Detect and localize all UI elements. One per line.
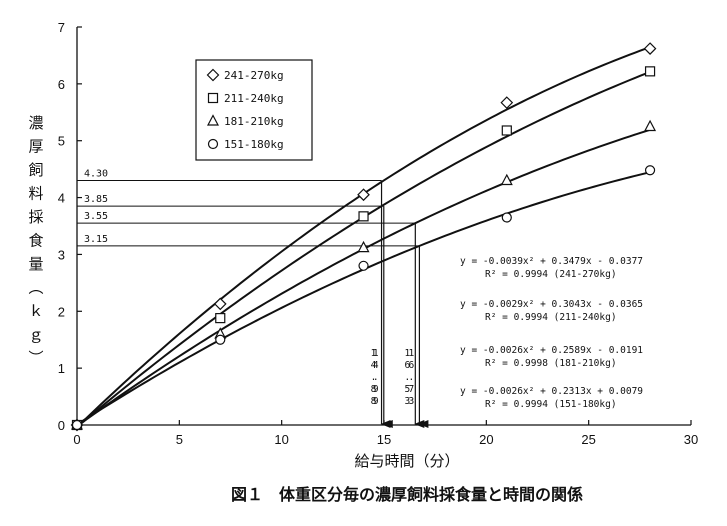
y-tick-label: 5 (58, 134, 65, 149)
fit-r2: R² = 0.9994 (151-180kg) (485, 399, 617, 410)
legend-entry: 181-210kg (224, 115, 284, 128)
fit-equation: y = -0.0026x² + 0.2313x + 0.0079 (460, 386, 643, 397)
data-point (644, 165, 656, 176)
y-tick-label: 2 (58, 304, 65, 319)
data-point (207, 138, 219, 150)
legend-entry: 151-180kg (224, 138, 284, 151)
legend-entry: 241-270kg (224, 69, 284, 82)
data-point (500, 96, 514, 109)
data-point (71, 419, 83, 431)
fit-r2: R² = 0.9994 (241-270kg) (485, 269, 617, 280)
x-tick-label: 5 (176, 432, 183, 447)
x-tick-label: 10 (274, 432, 288, 447)
guide-hline-label: 3.85 (84, 194, 108, 205)
fit-equation: y = -0.0039x² + 0.3479x - 0.0377 (460, 256, 643, 267)
guide-hline-label: 4.30 (84, 169, 108, 180)
data-point (644, 119, 657, 132)
equations: y = -0.0039x² + 0.3479x - 0.0377 R² = 0.9… (460, 256, 643, 410)
fit-equation: y = -0.0029x² + 0.3043x - 0.0365 (460, 299, 643, 310)
data-point (207, 92, 219, 104)
x-tick-label: 25 (581, 432, 595, 447)
data-point (207, 114, 219, 126)
y-axis-label: 濃厚飼料採食量︵ｋｇ︶ (28, 114, 43, 367)
y-tick-label: 3 (58, 247, 65, 262)
data-point (213, 297, 227, 311)
data-point (215, 334, 226, 345)
fit-r2: R² = 0.9998 (181-210kg) (485, 358, 617, 369)
y-tick-label: 0 (58, 418, 65, 433)
data-point (358, 211, 369, 222)
data-point (643, 42, 657, 55)
y-tick-label: 4 (58, 191, 65, 206)
figure-caption: 図１ 体重区分毎の濃厚飼料採食量と時間の関係 (231, 485, 583, 504)
x-tick-label: 30 (684, 432, 698, 447)
x-axis-label: 給与時間（分） (354, 452, 459, 470)
legend: 241-270kg 211-240kg 181-210kg 151-180kg (195, 59, 313, 161)
axes: 0 5 10 15 20 25 30 0 1 2 3 4 5 6 7 (58, 20, 698, 447)
data-point (644, 66, 656, 77)
data-points (70, 42, 657, 432)
y-tick-label: 7 (58, 20, 65, 35)
data-point (501, 125, 512, 136)
legend-entry: 211-240kg (224, 92, 284, 105)
fit-r2: R² = 0.9994 (211-240kg) (485, 312, 617, 323)
fit-equation: y = -0.0026x² + 0.2589x - 0.0191 (460, 345, 643, 356)
data-point (206, 68, 220, 82)
y-tick-label: 1 (58, 361, 65, 376)
data-point (358, 260, 369, 271)
y-tick-label: 6 (58, 77, 65, 92)
x-tick-label: 0 (73, 432, 80, 447)
x-tick-label: 20 (479, 432, 493, 447)
data-point (215, 313, 226, 324)
data-point (357, 188, 370, 202)
x-tick-label: 15 (377, 432, 391, 447)
data-point (501, 212, 512, 223)
guide-hline-label: 3.55 (84, 211, 108, 222)
guide-hline-label: 3.15 (84, 234, 108, 245)
data-point (500, 173, 513, 186)
data-point (357, 240, 370, 253)
